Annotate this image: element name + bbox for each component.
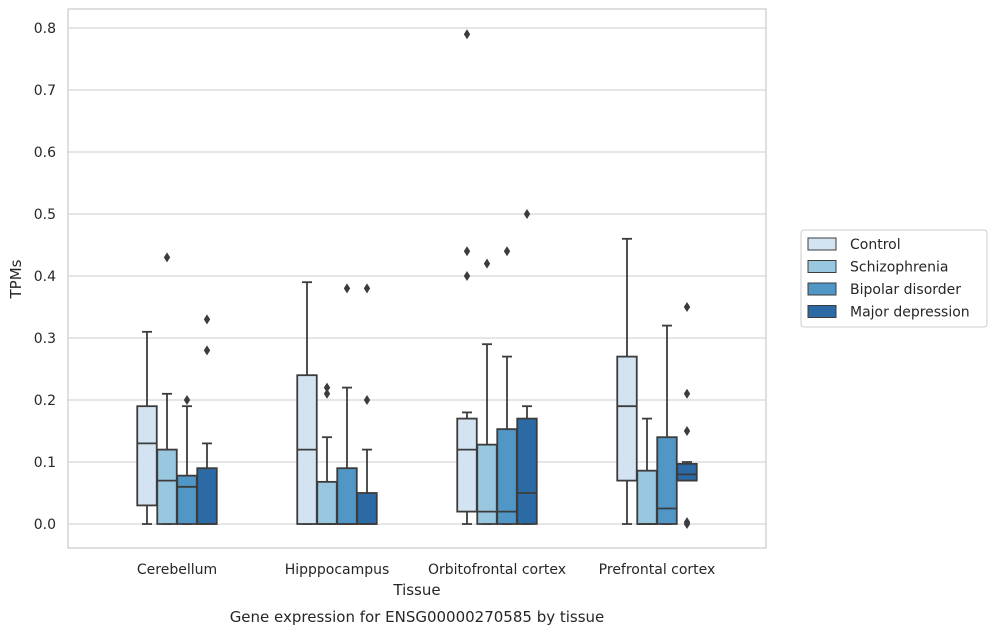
box [476, 258, 498, 525]
outlier-point [363, 395, 371, 405]
y-tick-label: 0.3 [34, 331, 56, 347]
box-iqr [196, 467, 218, 525]
outlier-point [323, 388, 331, 399]
y-tick-label: 0.0 [34, 517, 56, 533]
box-iqr [656, 436, 678, 525]
box [676, 302, 698, 529]
series-control [136, 29, 638, 525]
legend-swatch [807, 260, 837, 273]
box [336, 283, 358, 525]
outlier-point [463, 29, 471, 40]
legend-frame [800, 229, 988, 328]
box-iqr [636, 469, 658, 525]
x-tick-label: Orbitofrontal cortex [428, 562, 566, 578]
box-series [136, 29, 698, 529]
legend-entry-label: Major depression [850, 305, 970, 321]
legend-swatch [807, 305, 837, 318]
x-tick-labels: Cerebellum Hipppocampus Orbitofrontal cort… [137, 562, 715, 578]
x-tick-label: Prefrontal cortex [599, 562, 716, 578]
outlier-point [183, 395, 191, 405]
outlier-point [203, 345, 211, 356]
outlier-point [463, 271, 471, 281]
y-tick-label: 0.7 [34, 83, 56, 99]
legend-swatch [807, 282, 837, 296]
box [196, 314, 218, 525]
box-iqr [176, 474, 198, 525]
outlier-point [683, 519, 691, 529]
legend: Control Schizophrenia Bipolar disorder Majo… [800, 229, 988, 328]
y-tick-labels: 0.0 0.1 0.2 0.3 0.4 0.5 0.6 0.7 0.8 [34, 21, 56, 533]
x-tick-label: Cerebellum [137, 562, 217, 578]
y-tick-label: 0.2 [34, 393, 56, 409]
box [516, 209, 538, 525]
outlier-point [683, 388, 691, 399]
outlier-point [203, 314, 211, 325]
outlier-point [363, 283, 371, 294]
outlier-point [683, 426, 691, 436]
outlier-point [463, 246, 471, 257]
box [296, 281, 318, 525]
outlier-point [323, 382, 331, 393]
legend-swatch [807, 237, 837, 251]
series-major-depression [196, 209, 698, 529]
box-iqr [316, 480, 338, 525]
x-tick-label: Hipppocampus [285, 562, 390, 578]
box [156, 252, 178, 525]
box-iqr [456, 417, 478, 513]
box-iqr [356, 492, 378, 525]
box [616, 237, 638, 525]
y-tick-label: 0.5 [34, 207, 56, 223]
y-tick-label: 0.8 [34, 21, 56, 37]
box-iqr [676, 462, 698, 482]
legend-entry-label: Schizophrenia [850, 260, 948, 276]
box-iqr [136, 405, 158, 507]
legend-entry-label: Bipolar disorder [850, 282, 961, 298]
outlier-point [343, 283, 351, 294]
outlier-point [483, 258, 491, 269]
box-iqr [496, 428, 518, 525]
outlier-point [503, 246, 511, 257]
outlier-point [523, 209, 531, 219]
box [136, 330, 158, 525]
box-iqr [516, 417, 538, 525]
plot-frame [67, 8, 767, 549]
y-axis-label: TPMs [7, 259, 25, 299]
box-iqr [156, 448, 178, 525]
box [656, 324, 678, 525]
box [176, 395, 198, 525]
box [456, 29, 478, 525]
y-tick-label: 0.4 [34, 269, 56, 285]
box [636, 417, 658, 525]
series-bipolar-disorder [176, 246, 678, 525]
chart-caption: Gene expression for ENSG00000270585 by t… [230, 608, 605, 626]
box-iqr [616, 355, 638, 482]
x-axis-label: Tissue [392, 581, 440, 599]
y-tick-label: 0.1 [34, 455, 56, 471]
outlier-point [683, 302, 691, 312]
y-tick-label: 0.6 [34, 145, 56, 161]
box [316, 382, 338, 525]
box [496, 246, 518, 525]
box [356, 283, 378, 525]
box-iqr [336, 467, 358, 525]
outlier-point [163, 252, 171, 263]
series-schizophrenia [156, 252, 658, 525]
legend-entry-label: Control [850, 237, 901, 253]
